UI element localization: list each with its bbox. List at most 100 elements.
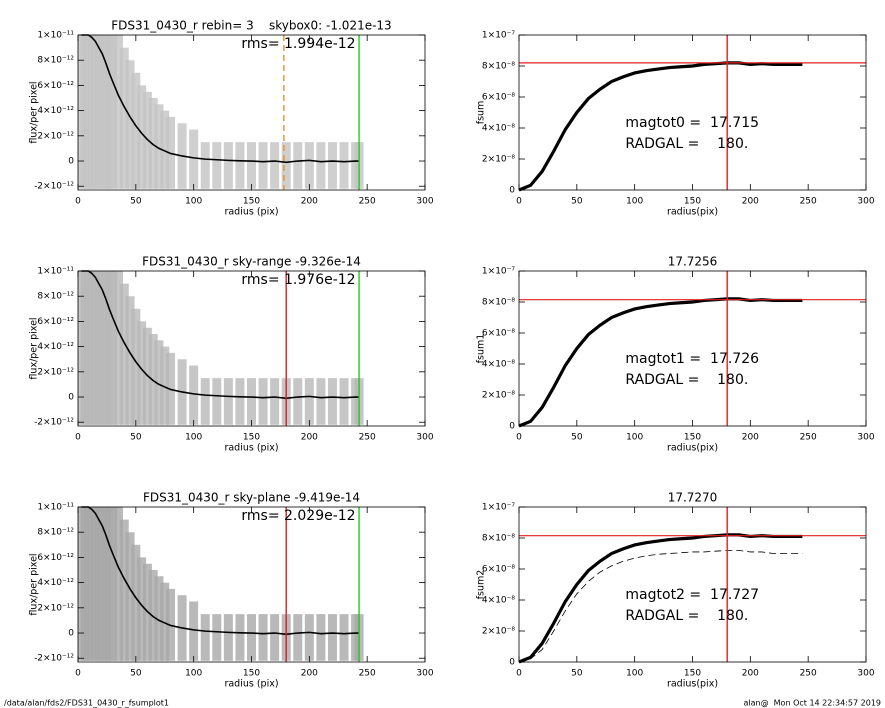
- y-tick-label: 4×10⁻¹²: [37, 106, 74, 116]
- y-tick-label: 2×10⁻⁸: [482, 391, 515, 401]
- rms-annotation: rms= 1.976e-12: [241, 272, 355, 288]
- x-axis-label: radius (pix): [224, 207, 278, 218]
- profile-line: [81, 506, 360, 636]
- x-tick-label: 150: [243, 669, 260, 679]
- y-tick-label: 2×10⁻⁸: [482, 627, 515, 637]
- y-tick-label: 6×10⁻⁸: [482, 93, 515, 103]
- x-tick-label: 250: [359, 197, 376, 207]
- x-tick-label: 150: [684, 669, 701, 679]
- y-tick-label: 2×10⁻¹²: [37, 603, 74, 613]
- x-tick-label: 100: [626, 669, 643, 679]
- x-tick-label: 150: [243, 197, 260, 207]
- x-tick-label: 50: [571, 669, 583, 679]
- y-axis-label: fsum1: [476, 334, 487, 364]
- y-axis-label: flux/per pixel: [29, 553, 40, 615]
- y-tick-label: 1×10⁻⁷: [482, 31, 515, 41]
- x-tick-label: 250: [359, 433, 376, 443]
- x-tick-label: 0: [516, 433, 522, 443]
- x-tick-label: 300: [857, 669, 874, 679]
- y-tick-label: 4×10⁻⁸: [482, 596, 515, 606]
- x-tick-label: 200: [301, 433, 318, 443]
- x-tick-label: 0: [75, 197, 81, 207]
- x-tick-label: 100: [185, 433, 202, 443]
- x-tick-label: 250: [800, 669, 817, 679]
- x-tick-label: 200: [742, 433, 759, 443]
- y-tick-label: 2×10⁻¹²: [37, 367, 74, 377]
- panel-title: FDS31_0430_r sky-plane -9.419e-14: [143, 491, 360, 505]
- magnitude-annotation: RADGAL = 180.: [625, 372, 748, 388]
- profile-line: [81, 270, 360, 400]
- x-tick-label: 50: [130, 197, 142, 207]
- x-tick-label: 250: [800, 197, 817, 207]
- y-tick-label: 2×10⁻⁸: [482, 155, 515, 165]
- y-tick-label: 8×10⁻⁸: [482, 298, 515, 308]
- x-tick-label: 0: [516, 669, 522, 679]
- y-tick-label: 0: [509, 422, 515, 432]
- x-tick-label: 100: [626, 433, 643, 443]
- x-tick-label: 50: [130, 669, 142, 679]
- y-tick-label: 6×10⁻¹²: [37, 553, 74, 563]
- y-tick-label: 4×10⁻⁸: [482, 360, 515, 370]
- rms-annotation: rms= 1.994e-12: [241, 36, 355, 52]
- y-tick-label: 0: [68, 393, 74, 403]
- x-tick-label: 200: [301, 197, 318, 207]
- x-axis-label: radius(pix): [667, 679, 718, 690]
- y-axis-label: flux/per pixel: [29, 317, 40, 379]
- y-tick-label: 1×10⁻⁷: [482, 267, 515, 277]
- x-tick-label: 50: [571, 433, 583, 443]
- magnitude-annotation: magtot1 = 17.726: [625, 351, 759, 367]
- x-axis-label: radius(pix): [667, 443, 718, 454]
- y-tick-label: -2×10⁻¹²: [34, 654, 74, 664]
- panel-title: 17.7270: [668, 491, 718, 505]
- y-tick-label: 1×10⁻¹¹: [37, 503, 74, 513]
- x-tick-label: 50: [130, 433, 142, 443]
- fsum-dashed-line: [518, 550, 803, 663]
- x-tick-label: 0: [75, 669, 81, 679]
- x-tick-label: 150: [684, 197, 701, 207]
- y-tick-label: 8×10⁻¹²: [37, 528, 74, 538]
- y-tick-label: 8×10⁻¹²: [37, 56, 74, 66]
- x-tick-label: 100: [185, 669, 202, 679]
- x-tick-label: 300: [416, 669, 433, 679]
- x-tick-label: 250: [359, 669, 376, 679]
- y-tick-label: 6×10⁻¹²: [37, 317, 74, 327]
- footer-date: alan@ Mon Oct 14 22:34:57 2019: [743, 699, 881, 708]
- y-tick-label: 4×10⁻⁸: [482, 124, 515, 134]
- y-tick-label: 1×10⁻¹¹: [37, 31, 74, 41]
- plot-frame: [518, 34, 867, 191]
- y-axis-label: flux/per pixel: [29, 81, 40, 143]
- y-axis-label: fsum2: [476, 570, 487, 600]
- x-axis-label: radius(pix): [667, 207, 718, 218]
- plot-frame: [518, 506, 867, 663]
- x-tick-label: 0: [516, 197, 522, 207]
- y-tick-label: 0: [68, 629, 74, 639]
- y-tick-label: 6×10⁻⁸: [482, 565, 515, 575]
- y-tick-label: 2×10⁻¹²: [37, 131, 74, 141]
- y-tick-label: -2×10⁻¹²: [34, 182, 74, 192]
- y-tick-label: 6×10⁻⁸: [482, 329, 515, 339]
- x-tick-label: 300: [416, 433, 433, 443]
- x-tick-label: 200: [742, 669, 759, 679]
- x-tick-label: 150: [684, 433, 701, 443]
- x-tick-label: 150: [243, 433, 260, 443]
- magnitude-annotation: magtot2 = 17.727: [625, 587, 759, 603]
- footer-path: /data/alan/fds2/FDS31_0430_r_fsumplot1: [4, 699, 169, 708]
- panel-title: FDS31_0430_r rebin= 3 skybox0: -1.021e-1…: [111, 19, 391, 33]
- x-tick-label: 100: [626, 197, 643, 207]
- y-tick-label: 4×10⁻¹²: [37, 342, 74, 352]
- y-tick-label: 6×10⁻¹²: [37, 81, 74, 91]
- y-tick-label: 1×10⁻¹¹: [37, 267, 74, 277]
- x-axis-label: radius (pix): [224, 443, 278, 454]
- magnitude-annotation: RADGAL = 180.: [625, 608, 748, 624]
- y-tick-label: 0: [509, 186, 515, 196]
- x-tick-label: 200: [742, 197, 759, 207]
- x-tick-label: 300: [857, 197, 874, 207]
- x-tick-label: 200: [301, 669, 318, 679]
- y-axis-label: fsum: [476, 101, 487, 125]
- magnitude-annotation: magtot0 = 17.715: [625, 115, 759, 131]
- panel-title: FDS31_0430_r sky-range -9.326e-14: [142, 255, 361, 269]
- x-tick-label: 300: [857, 433, 874, 443]
- x-tick-label: 100: [185, 197, 202, 207]
